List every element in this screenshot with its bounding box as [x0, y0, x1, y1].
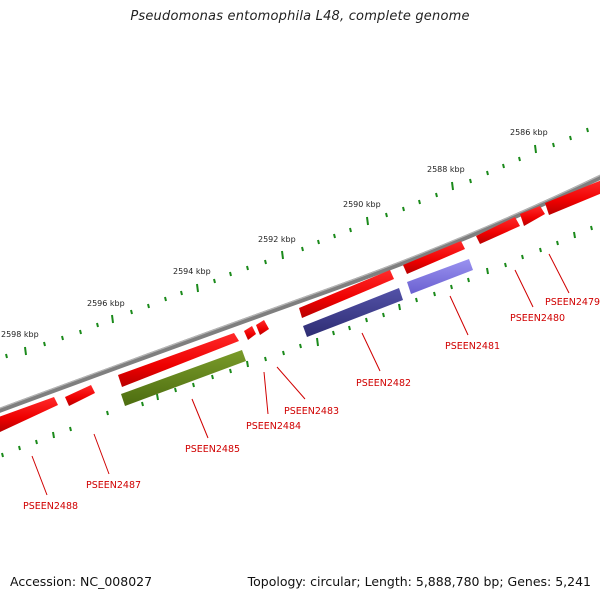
kbp-label: 2596 kbp [87, 299, 125, 308]
inner-tick-ruler [1, 225, 593, 458]
gene-arrow-pseen2484[interactable] [244, 326, 256, 340]
gene-arrow-pseen2483[interactable] [256, 320, 269, 335]
gene-label-pseen2479: PSEEN2479 [545, 297, 600, 308]
gene-arrow-pseen2487[interactable] [65, 385, 95, 406]
gene-arrow-pseen2481-upper[interactable] [403, 241, 465, 274]
kbp-label: 2588 kbp [427, 165, 465, 174]
kbp-label: 2598 kbp [1, 330, 39, 339]
outer-tick-ruler [5, 127, 589, 359]
gene-arrow-pseen2478[interactable] [545, 180, 600, 215]
kbp-label: 2590 kbp [343, 200, 381, 209]
gene-arrow-pseen2486[interactable] [118, 333, 239, 387]
gene-arrow-pseen2488[interactable] [0, 397, 58, 432]
forward-strand-genes [0, 180, 600, 432]
gene-label-pseen2482: PSEEN2482 [356, 378, 411, 389]
reverse-strand-genes [121, 259, 473, 406]
gene-label-pseen2484: PSEEN2484 [246, 421, 301, 432]
backbone-highlight [0, 174, 600, 409]
gene-arrow-pseen2482-upper[interactable] [299, 270, 394, 318]
kbp-label: 2592 kbp [258, 235, 296, 244]
topology-text: Topology: circular; Length: 5,888,780 bp… [247, 574, 591, 589]
gene-arrow-pseen2480[interactable] [476, 217, 520, 244]
map-title: Pseudomonas entomophila L48, complete ge… [130, 9, 470, 24]
gene-label-pseen2487: PSEEN2487 [86, 480, 141, 491]
gene-bar-pseen2481[interactable] [407, 259, 473, 294]
kbp-label: 2586 kbp [510, 128, 548, 137]
gene-bar-pseen2482[interactable] [303, 288, 403, 337]
gene-label-pseen2483: PSEEN2483 [284, 406, 339, 417]
kbp-label: 2594 kbp [173, 267, 211, 276]
label-leader-lines [31, 253, 570, 496]
accession-text: Accession: NC_008027 [10, 574, 153, 589]
gene-label-pseen2481: PSEEN2481 [445, 341, 500, 352]
gene-label-pseen2488: PSEEN2488 [23, 501, 78, 512]
gene-label-pseen2480: PSEEN2480 [510, 313, 565, 324]
gene-arrow-pseen2479[interactable] [520, 206, 545, 226]
gene-bar-pseen2485[interactable] [121, 350, 246, 406]
backbone-arc [0, 174, 600, 413]
gene-label-pseen2485: PSEEN2485 [185, 444, 240, 455]
